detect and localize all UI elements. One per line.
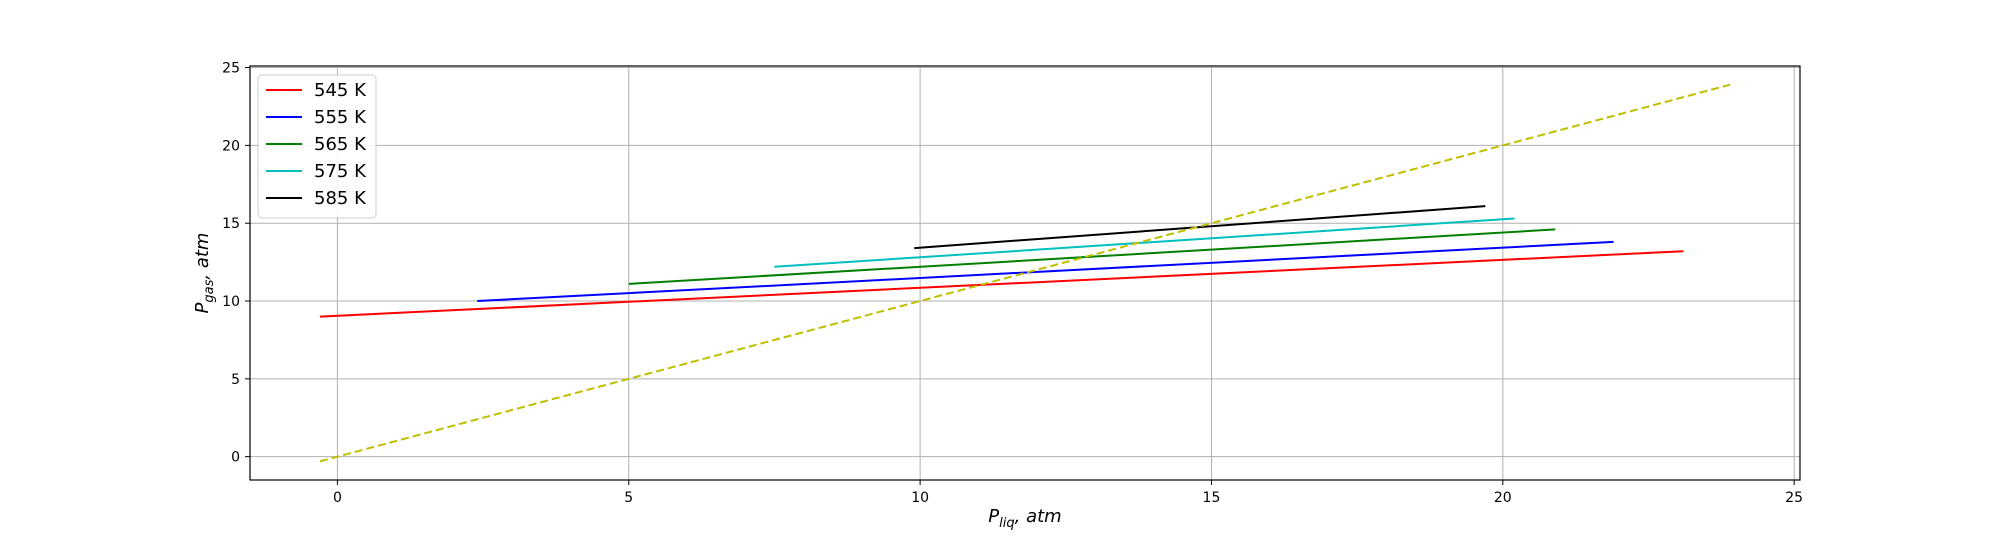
x-tick-label: 10 xyxy=(911,490,929,506)
legend: 545 K 555 K 565 K 575 K 585 K xyxy=(257,74,377,219)
series-line-555-k xyxy=(477,240,1614,303)
y-tick-label: 10 xyxy=(222,294,240,310)
series-line-565-k xyxy=(628,228,1556,285)
legend-label: 585 K xyxy=(314,188,367,209)
grid xyxy=(250,66,1800,480)
axis-ticks: 0 5 10 15 20 25 0 5 10 15 20 25 xyxy=(222,61,1803,506)
series-line-575-k xyxy=(774,217,1515,268)
y-axis-label: Pgas, atm xyxy=(192,233,217,314)
series-line-reference-dashed xyxy=(319,83,1731,463)
series-line-545-k xyxy=(319,250,1684,318)
legend-label: 575 K xyxy=(314,161,367,182)
legend-box xyxy=(257,74,377,219)
x-tick-label: 0 xyxy=(333,490,342,506)
series-line-585-k xyxy=(914,205,1486,250)
legend-label: 545 K xyxy=(314,80,367,101)
y-tick-label: 15 xyxy=(222,216,240,232)
series-lines xyxy=(319,83,1731,463)
x-tick-label: 20 xyxy=(1494,490,1512,506)
y-tick-label: 20 xyxy=(222,138,240,154)
x-tick-label: 15 xyxy=(1203,490,1221,506)
x-axis-label: Pliq, atm xyxy=(988,506,1061,531)
y-tick-label: 25 xyxy=(222,61,240,77)
legend-label: 565 K xyxy=(314,134,367,155)
plot-frame xyxy=(249,65,1801,481)
y-tick-label: 5 xyxy=(231,372,240,388)
legend-label: 555 K xyxy=(314,107,367,128)
x-tick-label: 25 xyxy=(1785,490,1803,506)
x-tick-label: 5 xyxy=(624,490,633,506)
y-tick-label: 0 xyxy=(231,450,240,466)
